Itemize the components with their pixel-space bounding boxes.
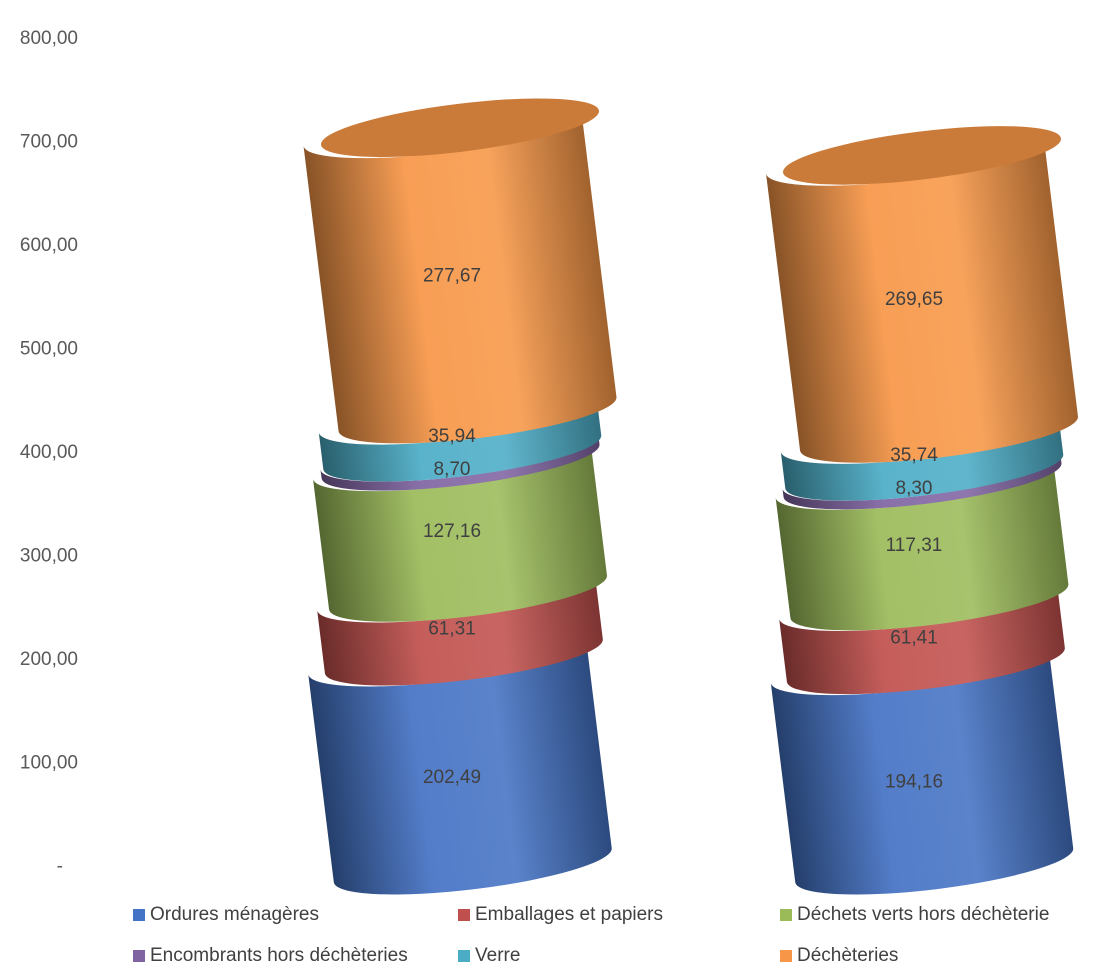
data-label: 117,31 — [886, 535, 943, 556]
bar-segment — [775, 463, 1069, 631]
data-label: 8,70 — [434, 459, 471, 480]
data-label: 61,31 — [428, 619, 476, 640]
data-label: 61,41 — [890, 627, 938, 648]
data-label: 269,65 — [885, 289, 943, 310]
data-label: 277,67 — [423, 265, 481, 286]
y-tick-label: 100,00 — [20, 753, 78, 774]
y-tick-label: 400,00 — [20, 442, 78, 463]
y-tick-label: 600,00 — [20, 235, 78, 256]
bar-segment — [779, 584, 1065, 695]
data-label: 194,16 — [885, 772, 943, 793]
cylinder-top-cap — [321, 98, 599, 158]
y-tick-label: 700,00 — [20, 132, 78, 153]
bar-segment — [313, 444, 607, 622]
data-labels: 202,49 61,31 127,16 8,70 35,94 277,67 194,16 61… — [423, 265, 943, 792]
bar-segment — [303, 111, 617, 444]
y-tick-label: - — [57, 856, 63, 877]
cylinder-2 — [766, 126, 1078, 895]
bar-segment — [317, 576, 603, 686]
bars — [303, 98, 1078, 895]
y-tick-label: 200,00 — [20, 649, 78, 670]
data-label: 35,74 — [890, 445, 938, 466]
data-label: 127,16 — [423, 521, 481, 542]
bar-segment — [770, 648, 1074, 895]
y-tick-label: 800,00 — [20, 28, 78, 49]
bar-segment — [766, 139, 1078, 463]
cylinder-1 — [303, 98, 617, 895]
data-label: 202,49 — [423, 767, 481, 788]
y-tick-label: 500,00 — [20, 339, 78, 360]
y-axis: - 100,00 200,00 300,00 400,00 500,00 600,00 700… — [20, 28, 78, 877]
bar-segment — [782, 454, 1062, 510]
data-label: 35,94 — [428, 426, 476, 447]
cylinder-top-cap — [783, 126, 1061, 185]
bar-segment — [320, 435, 600, 491]
y-tick-label: 300,00 — [20, 546, 78, 567]
bar-segment — [308, 640, 612, 895]
data-label: 8,30 — [896, 478, 933, 499]
